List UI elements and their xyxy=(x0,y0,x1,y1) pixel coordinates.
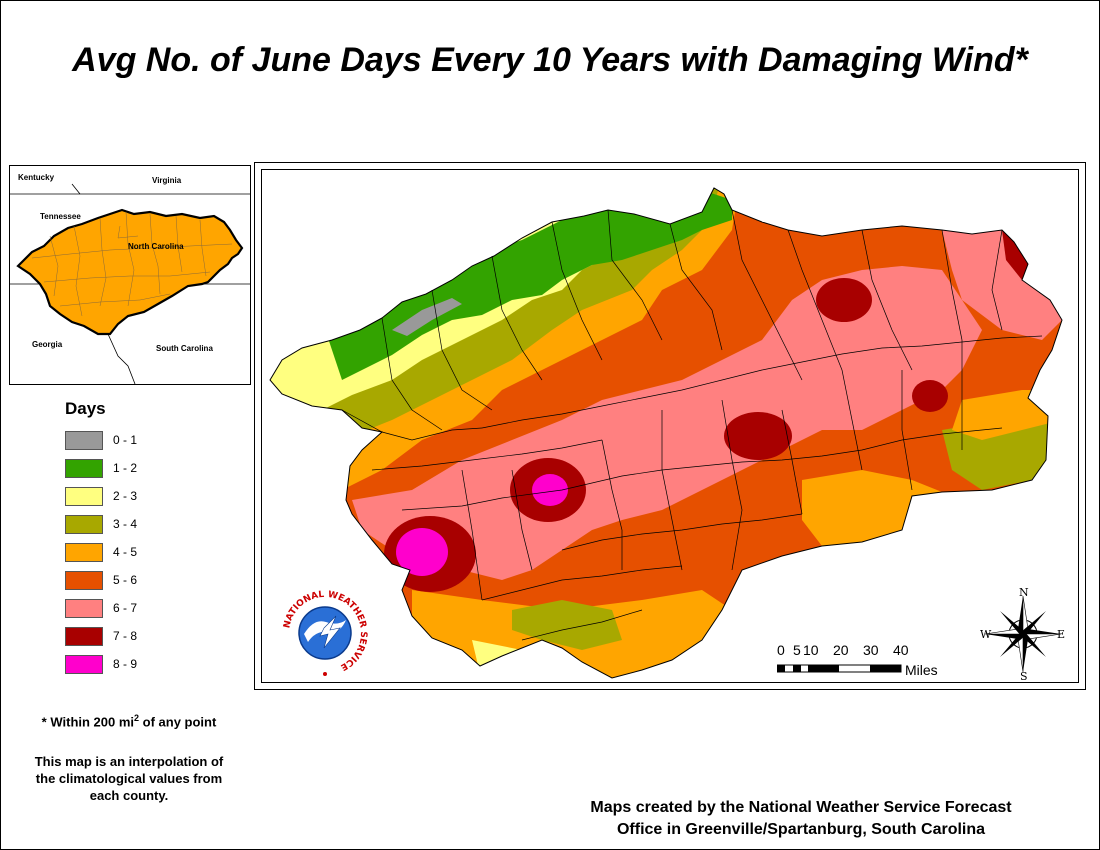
compass-rose: N S W E xyxy=(980,586,1066,682)
legend-item: 1 - 2 xyxy=(65,459,137,487)
legend-swatch xyxy=(65,515,103,534)
legend-item: 4 - 5 xyxy=(65,543,137,571)
inset-label-south-carolina: South Carolina xyxy=(156,344,213,353)
scale-tick-40: 40 xyxy=(893,642,909,658)
legend-swatch xyxy=(65,431,103,450)
zone-7-8-east xyxy=(912,380,948,412)
main-map-area: NATIONAL WEATHER SERVICE 0 5 10 20 30 40 xyxy=(261,169,1079,683)
legend-item: 2 - 3 xyxy=(65,487,137,515)
nws-logo: NATIONAL WEATHER SERVICE xyxy=(280,588,370,678)
north-carolina-shape xyxy=(16,208,244,336)
inset-label-kentucky: Kentucky xyxy=(18,173,55,182)
nws-logo-graphic: NATIONAL WEATHER SERVICE xyxy=(282,590,368,676)
legend-label: 6 - 7 xyxy=(113,601,138,615)
zone-6-7-central xyxy=(352,266,982,580)
area-note-prefix: * Within 200 mi xyxy=(41,714,135,730)
compass-n: N xyxy=(1019,588,1029,599)
zone-8-9-central xyxy=(532,474,568,506)
zone-0-1 xyxy=(392,298,462,336)
legend-title: Days xyxy=(65,399,106,418)
scale-bar: 0 5 10 20 30 40 Miles xyxy=(777,642,977,678)
interpolation-note-line1: This map is an interpolation of xyxy=(34,754,224,769)
legend-item: 5 - 6 xyxy=(65,571,137,599)
credit-line1: Maps created by the National Weather Ser… xyxy=(590,799,1012,816)
ga-sc-boundary xyxy=(107,333,136,385)
legend-swatch xyxy=(65,459,103,478)
legend: Days 0 - 1 1 - 2 2 - 3 3 - 4 4 - 5 5 - 6 6 - 7… xyxy=(65,399,137,683)
ky-va-line xyxy=(71,183,81,195)
zone-8-9-southwest xyxy=(396,528,448,576)
legend-swatch xyxy=(65,543,103,562)
credit-line2: Office in Greenville/Spartanburg, South … xyxy=(616,821,986,838)
zone-1-2 xyxy=(322,190,732,380)
zone-7-8-north-central xyxy=(816,278,872,322)
zone-3-4-south xyxy=(512,600,622,650)
legend-label: 0 - 1 xyxy=(113,433,138,447)
area-note: * Within 200 mi2 of any point xyxy=(9,713,249,729)
legend-label: 1 - 2 xyxy=(113,461,138,475)
legend-rows: 0 - 1 1 - 2 2 - 3 3 - 4 4 - 5 5 - 6 6 - 7 7 - 8… xyxy=(65,431,137,683)
legend-item: 8 - 9 xyxy=(65,655,137,683)
scale-tick-10: 10 xyxy=(803,642,819,658)
inset-label-tennessee: Tennessee xyxy=(40,212,81,221)
compass-s: S xyxy=(1020,670,1028,680)
zone-7-8-central xyxy=(724,412,792,460)
legend-swatch xyxy=(65,487,103,506)
legend-item: 6 - 7 xyxy=(65,599,137,627)
area-note-suffix: of any point xyxy=(139,714,217,730)
main-map-frame: NATIONAL WEATHER SERVICE 0 5 10 20 30 40 xyxy=(254,162,1086,690)
compass-w: W xyxy=(980,628,992,641)
legend-swatch xyxy=(65,599,103,618)
legend-item: 3 - 4 xyxy=(65,515,137,543)
legend-label: 8 - 9 xyxy=(113,657,138,671)
main-map-svg xyxy=(269,187,1063,679)
area-note-superscript: 2 xyxy=(134,713,140,723)
legend-label: 7 - 8 xyxy=(113,629,138,643)
legend-swatch xyxy=(65,627,103,646)
inset-label-virginia: Virginia xyxy=(152,176,182,185)
north-carolina-outline xyxy=(269,187,1063,679)
scale-bar-graphic xyxy=(777,664,902,673)
legend-swatch xyxy=(65,571,103,590)
inset-county-lines xyxy=(31,211,233,317)
scale-tick-5: 5 xyxy=(793,642,801,658)
interpolated-surface xyxy=(270,188,1062,678)
legend-label: 2 - 3 xyxy=(113,489,138,503)
scale-tick-20: 20 xyxy=(833,642,849,658)
inset-label-north-carolina: North Carolina xyxy=(128,242,184,251)
scale-unit: Miles xyxy=(905,662,938,678)
scale-tick-0: 0 xyxy=(777,642,785,658)
compass-graphic: N S W E xyxy=(980,586,1065,682)
inset-locator-map: Kentucky Virginia Tennessee North Caroli… xyxy=(9,165,251,385)
credit-text: Maps created by the National Weather Ser… xyxy=(521,797,1081,841)
interpolation-note-line3: each county. xyxy=(89,788,169,803)
inset-map-svg xyxy=(10,183,250,385)
compass-e: E xyxy=(1057,628,1065,641)
inset-label-georgia: Georgia xyxy=(32,340,63,349)
interpolation-note-line2: the climatological values from xyxy=(35,771,223,786)
nws-logo-bolt xyxy=(319,615,341,649)
county-boundaries xyxy=(341,209,1043,641)
scale-tick-30: 30 xyxy=(863,642,879,658)
interpolation-note: This map is an interpolation of the clim… xyxy=(9,753,249,804)
legend-item: 7 - 8 xyxy=(65,627,137,655)
legend-label: 5 - 6 xyxy=(113,573,138,587)
legend-label: 3 - 4 xyxy=(113,517,138,531)
legend-label: 4 - 5 xyxy=(113,545,138,559)
legend-item: 0 - 1 xyxy=(65,431,137,459)
map-title: Avg No. of June Days Every 10 Years with… xyxy=(72,41,1028,79)
zone-4-5-east xyxy=(802,470,942,546)
legend-swatch xyxy=(65,655,103,674)
